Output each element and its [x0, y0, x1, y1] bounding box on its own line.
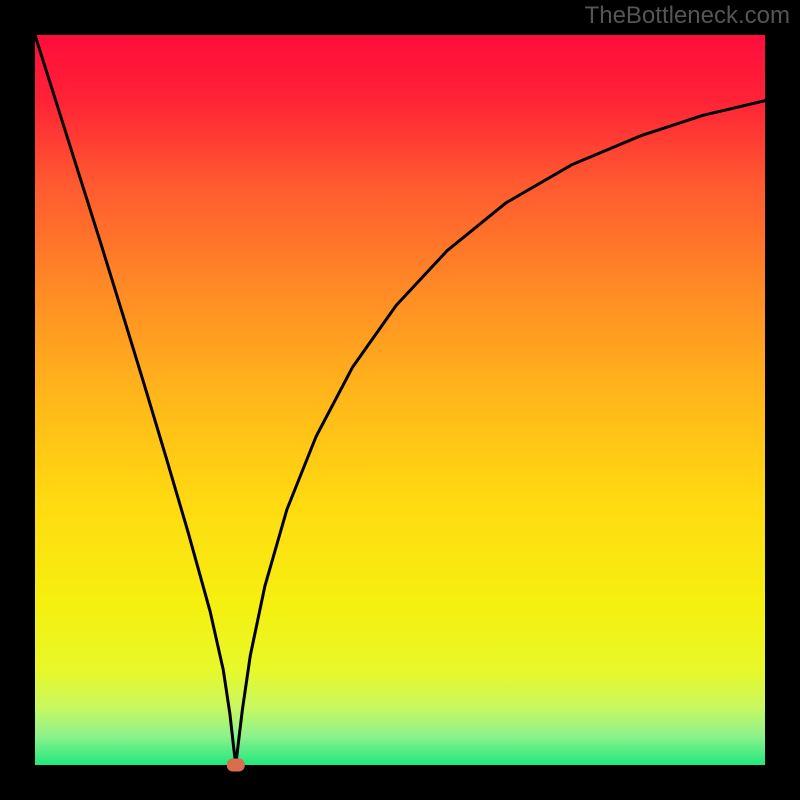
bottleneck-chart-svg: [0, 0, 800, 800]
bottleneck-chart-container: TheBottleneck.com: [0, 0, 800, 800]
minimum-marker-icon: [227, 759, 245, 772]
watermark-text: TheBottleneck.com: [585, 2, 790, 30]
chart-plot-background: [35, 35, 765, 765]
